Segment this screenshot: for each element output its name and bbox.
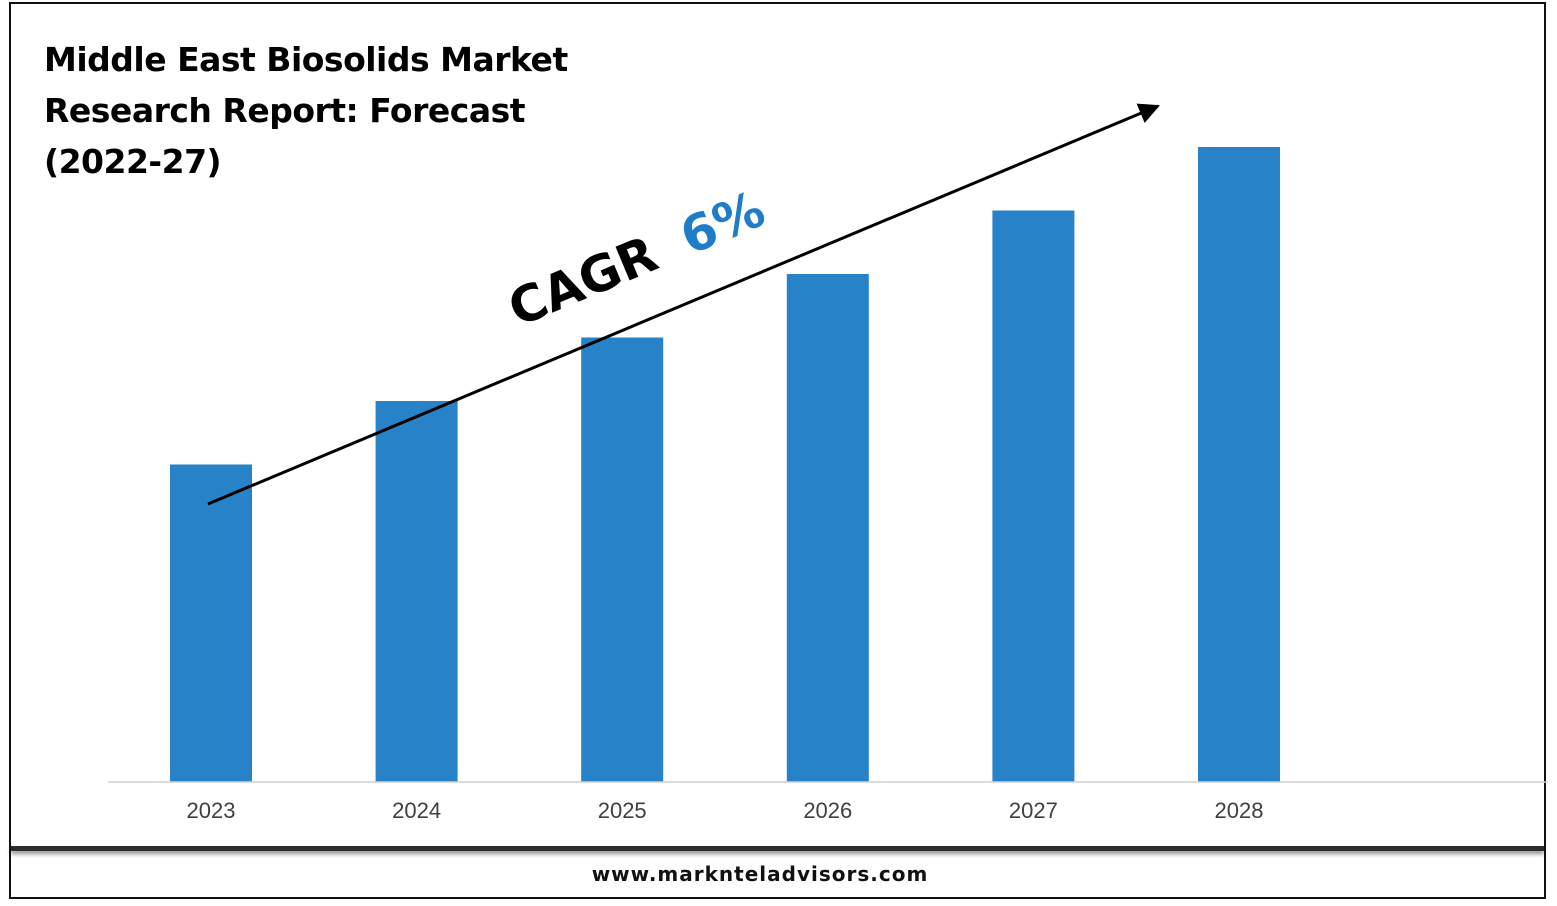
bar-2025 xyxy=(581,337,664,782)
chart-frame xyxy=(9,2,1546,899)
cagr-value: 6% xyxy=(672,180,773,266)
bar-2026 xyxy=(786,274,869,782)
title-line-2: Research Report: Forecast xyxy=(44,91,526,130)
tick-label-2027: 2027 xyxy=(1009,798,1058,823)
x-tick-labels: 2023 2024 2025 2026 2027 2028 xyxy=(187,798,1264,823)
chart-title: Middle East Biosolids Market Research Re… xyxy=(44,34,604,187)
bar-2028 xyxy=(1198,147,1280,782)
bars-group xyxy=(170,147,1280,782)
tick-label-2023: 2023 xyxy=(187,798,236,823)
title-line-1: Middle East Biosolids Market xyxy=(44,40,568,79)
title-line-3: (2022-27) xyxy=(44,142,222,181)
cagr-annotation: CAGR 6% xyxy=(500,180,773,338)
tick-label-2028: 2028 xyxy=(1215,798,1264,823)
tick-label-2026: 2026 xyxy=(803,798,852,823)
footer-divider xyxy=(11,846,1544,851)
trend-arrow xyxy=(207,103,1160,506)
bar-2023 xyxy=(170,464,252,782)
bar-2027 xyxy=(992,210,1075,782)
website-url: www.marknteladvisors.com xyxy=(591,862,929,886)
tick-label-2024: 2024 xyxy=(392,798,441,823)
bar-2024 xyxy=(375,401,458,782)
tick-label-2025: 2025 xyxy=(598,798,647,823)
